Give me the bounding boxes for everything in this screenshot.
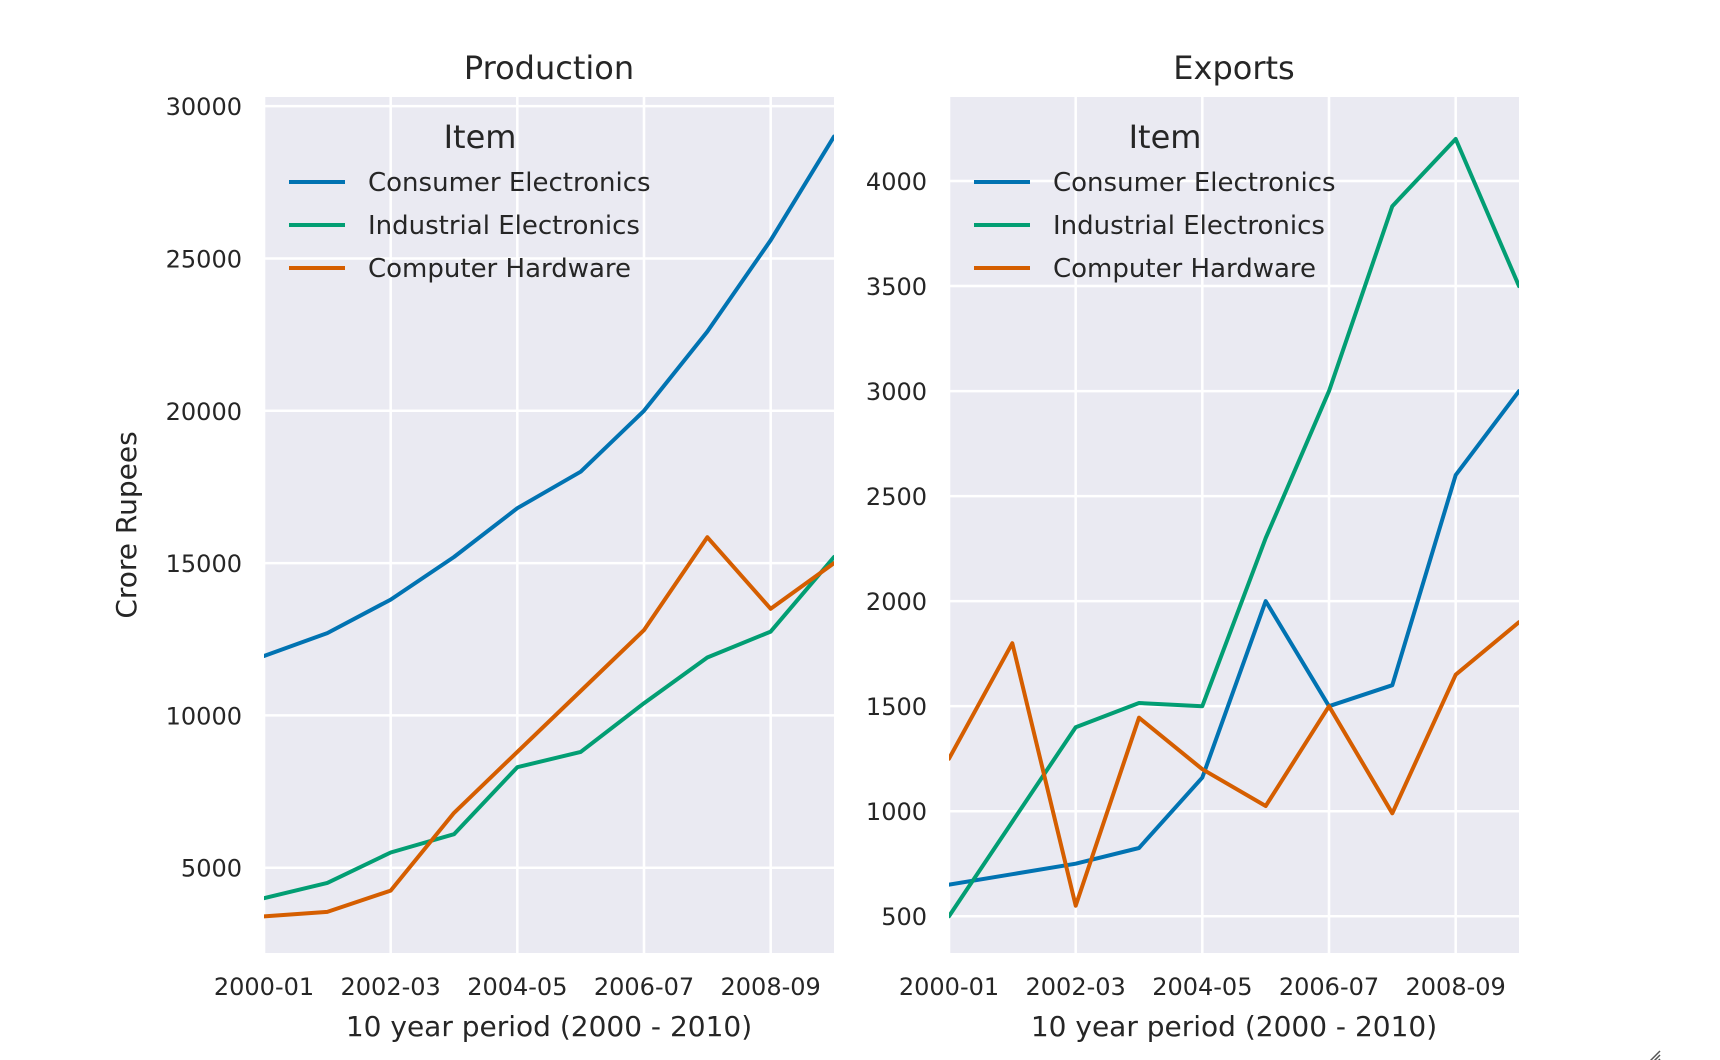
y-tick-label: 3000 <box>866 378 927 406</box>
y-tick-label: 4000 <box>866 168 927 196</box>
plot-area <box>264 97 834 953</box>
x-tick-label: 2008-09 <box>1406 973 1506 1001</box>
x-tick-label: 2002-03 <box>1026 973 1126 1001</box>
x-tick-label: 2000-01 <box>214 973 314 1001</box>
y-tick-label: 15000 <box>166 550 242 578</box>
y-tick-label: 500 <box>881 903 927 931</box>
legend: Item Consumer Electronics Industrial Elect… <box>289 118 651 284</box>
y-tick-label: 20000 <box>166 398 242 426</box>
series-line-computer-hardware <box>264 535 834 919</box>
x-tick-label: 2002-03 <box>341 973 441 1001</box>
x-axis-label: 10 year period (2000 - 2010) <box>1031 1010 1437 1043</box>
series-line-computer-hardware <box>949 620 1519 908</box>
resize-grip-icon[interactable] <box>1648 1050 1661 1060</box>
y-tick-label: 30000 <box>166 93 242 121</box>
legend-entry: Industrial Electronics <box>368 211 640 241</box>
chart-title: Exports <box>1173 49 1294 87</box>
y-tick-label: 10000 <box>166 702 242 730</box>
y-tick-label: 3500 <box>866 273 927 301</box>
chart-panel-exports: 500 1000 1500 2000 2500 3000 3500 4000 2000-01 20… <box>866 49 1519 1043</box>
x-tick-label: 2004-05 <box>1152 973 1252 1001</box>
series-line-consumer-electronics <box>949 389 1519 887</box>
y-tick-label: 25000 <box>166 245 242 273</box>
x-tick-label: 2006-07 <box>1279 973 1379 1001</box>
y-tick-label: 2000 <box>866 588 927 616</box>
x-tick-label: 2006-07 <box>594 973 694 1001</box>
legend-entry: Consumer Electronics <box>368 168 651 198</box>
y-axis-label: Crore Rupees <box>110 431 143 618</box>
x-tick-label: 2008-09 <box>721 973 821 1001</box>
chart-panel-production: 5000 10000 15000 20000 25000 30000 2000-01 2002… <box>110 49 834 1043</box>
y-tick-label: 1000 <box>866 798 927 826</box>
x-axis-label: 10 year period (2000 - 2010) <box>346 1010 752 1043</box>
legend-title: Item <box>1129 118 1202 156</box>
legend-entry: Consumer Electronics <box>1053 168 1336 198</box>
legend-title: Item <box>444 118 517 156</box>
series-group <box>949 137 1519 919</box>
y-tick-label: 1500 <box>866 693 927 721</box>
x-tick-label: 2000-01 <box>899 973 999 1001</box>
series-group <box>264 134 834 919</box>
y-tick-label: 2500 <box>866 483 927 511</box>
y-tick-label: 5000 <box>181 855 242 883</box>
series-line-industrial-electronics <box>264 555 834 901</box>
legend-entry: Computer Hardware <box>368 254 631 284</box>
chart-title: Production <box>464 49 634 87</box>
series-line-consumer-electronics <box>264 134 834 658</box>
legend-entry: Computer Hardware <box>1053 254 1316 284</box>
chart-panels: 5000 10000 15000 20000 25000 30000 2000-01 2002… <box>110 49 1519 1043</box>
x-tick-label: 2004-05 <box>467 973 567 1001</box>
legend-entry: Industrial Electronics <box>1053 211 1325 241</box>
legend: Item Consumer Electronics Industrial Elect… <box>974 118 1336 284</box>
